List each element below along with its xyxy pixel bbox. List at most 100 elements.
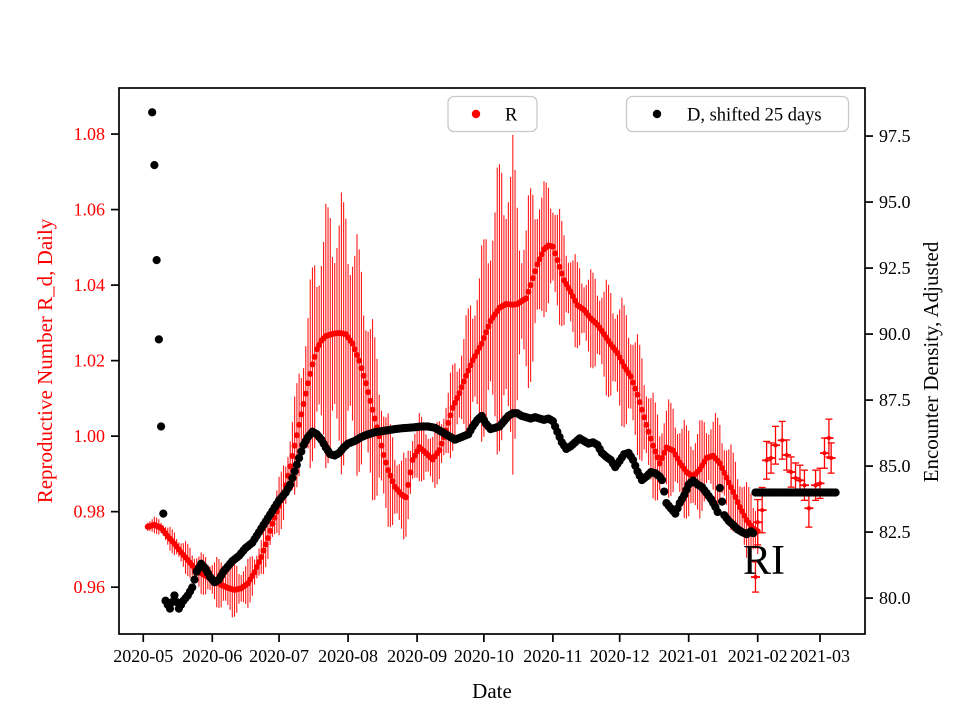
r-point — [438, 440, 445, 447]
x-tick-label: 2021-03 — [790, 646, 850, 666]
d-point — [660, 487, 669, 496]
plot-area — [119, 88, 865, 634]
series-r-layer — [144, 242, 836, 593]
r-point — [527, 282, 534, 289]
r-sparse-point — [806, 506, 811, 511]
y-right-tick-label: 82.5 — [879, 522, 911, 542]
r-point — [287, 463, 294, 470]
r-point — [647, 435, 654, 442]
r-point — [405, 481, 412, 488]
y-left-tick-label: 1.06 — [74, 200, 106, 220]
r-point — [402, 494, 409, 501]
r-point — [721, 469, 728, 476]
d-point — [297, 447, 306, 456]
r-sparse-point — [817, 481, 823, 486]
r-point — [451, 399, 458, 406]
r-point — [645, 428, 652, 435]
r-point — [378, 442, 385, 449]
x-tick-label: 2020-05 — [113, 646, 173, 666]
d-point — [165, 604, 175, 613]
r-point — [734, 499, 741, 506]
r-point — [643, 421, 650, 428]
r-point — [307, 370, 314, 377]
x-axis-label: Date — [472, 679, 512, 703]
r-point — [253, 564, 260, 571]
r-point — [447, 412, 454, 419]
d-point — [288, 473, 297, 483]
r-point — [638, 406, 645, 413]
r-point — [627, 373, 634, 380]
r-sparse-point — [755, 520, 760, 525]
r-point — [632, 385, 639, 392]
r-sparse-point — [822, 451, 827, 456]
r-point — [436, 447, 443, 454]
r-point — [716, 460, 723, 467]
d-leadin-point — [154, 335, 163, 344]
y-right-tick-label: 80.0 — [879, 588, 911, 608]
y-right-tick-label: 90.0 — [879, 324, 911, 344]
r-point — [656, 460, 663, 467]
y-right-tick-label: 87.5 — [879, 390, 911, 410]
r-point — [483, 329, 490, 336]
r-point — [465, 367, 472, 374]
r-point — [523, 295, 530, 302]
y-left-tick-label: 1.02 — [74, 351, 106, 371]
y-right-tick-label: 85.0 — [879, 456, 911, 476]
d-point — [190, 575, 199, 584]
r-point — [538, 251, 545, 258]
d-point — [749, 529, 758, 538]
r-point — [269, 520, 276, 527]
r-point — [365, 389, 372, 396]
r-point — [264, 535, 271, 542]
r-point — [463, 372, 470, 379]
x-tick-label: 2020-10 — [454, 646, 514, 666]
r-point — [454, 395, 461, 402]
legend-d-label: D, shifted 25 days — [687, 106, 822, 126]
r-sparse-point — [760, 508, 765, 513]
d-point — [292, 460, 301, 469]
d-point — [170, 591, 179, 600]
x-tick-label: 2020-12 — [590, 646, 650, 666]
r-point — [723, 474, 730, 481]
r-sparse-point — [764, 458, 769, 463]
r-point — [369, 406, 376, 413]
r-point — [258, 553, 265, 560]
legend-r-marker-icon — [471, 109, 481, 119]
x-tick-label: 2021-02 — [728, 646, 788, 666]
r-sparse-point — [788, 469, 794, 475]
legend-d-marker-icon — [652, 109, 662, 119]
r-point — [641, 414, 648, 421]
r-point — [353, 351, 360, 358]
r-point — [449, 404, 456, 411]
r-point — [456, 390, 463, 397]
d-point — [657, 475, 667, 485]
d-point — [717, 497, 727, 506]
x-tick-label: 2020-08 — [318, 646, 378, 666]
r-point — [298, 411, 305, 418]
r-point — [262, 541, 269, 548]
legend-r-box — [447, 95, 538, 133]
r-point — [658, 455, 665, 462]
annotation-ri: RI — [743, 538, 785, 584]
r-point — [554, 257, 561, 264]
r-point — [267, 527, 274, 534]
d-point — [715, 483, 724, 493]
legend-r-label: R — [505, 106, 518, 126]
r-point — [385, 467, 392, 474]
r-point — [311, 353, 318, 360]
r-point — [536, 256, 543, 263]
y-left-tick-label: 1.00 — [74, 426, 106, 446]
r-point — [654, 454, 661, 461]
r-sparse-point — [773, 443, 778, 448]
d-leadin-point — [152, 256, 161, 265]
r-point — [300, 401, 307, 408]
r-point — [251, 569, 258, 576]
r-point — [356, 357, 363, 364]
r-point — [382, 459, 389, 466]
r-point — [458, 384, 465, 391]
r-point — [360, 372, 367, 379]
y-axis-label-right: Encounter Density, Adjusted — [919, 241, 943, 482]
x-tick-label: 2020-07 — [249, 646, 309, 666]
